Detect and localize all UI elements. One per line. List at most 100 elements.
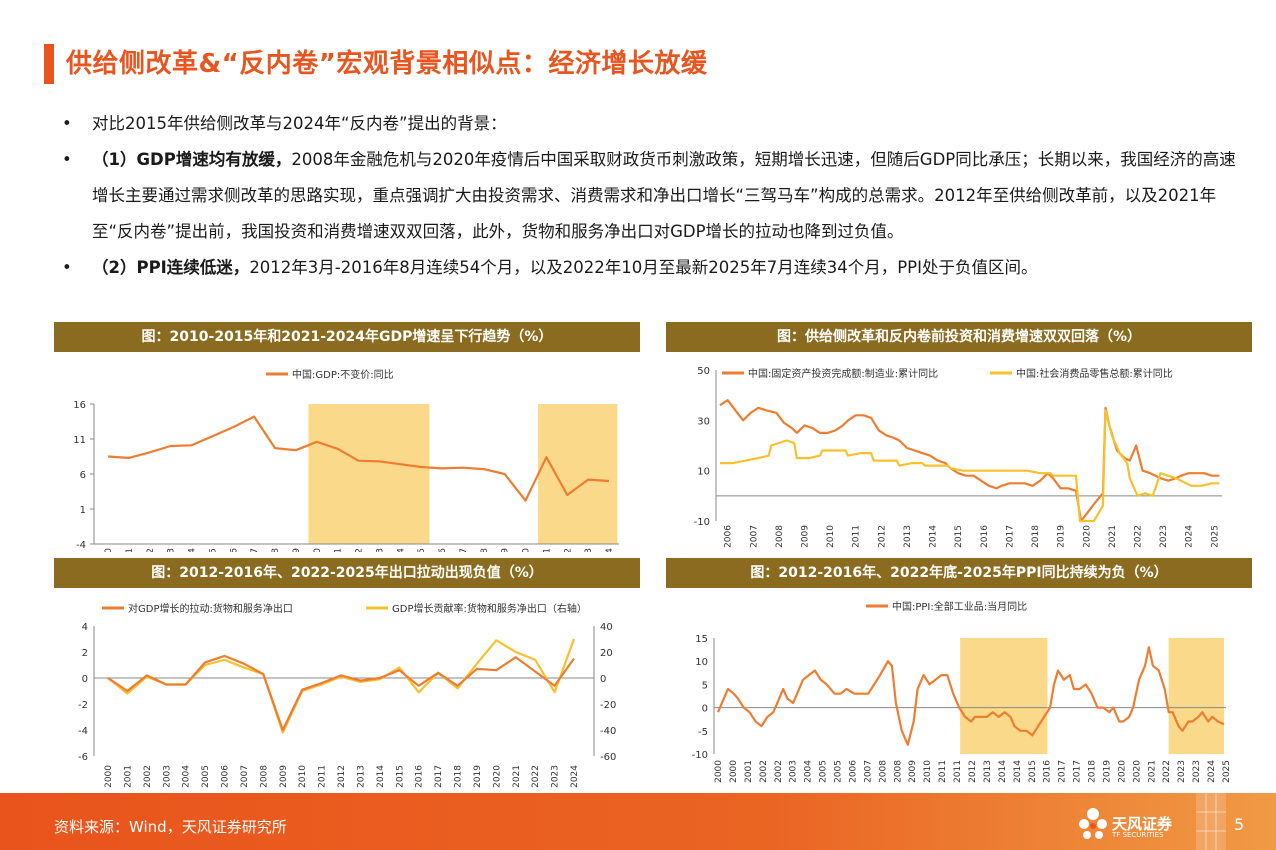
ppi-xtick: 2008 (893, 760, 903, 783)
gdp-xtick: 2000 (104, 548, 114, 552)
ppi-xtick: 2007 (863, 760, 873, 783)
invest-xtick: 2020 (1082, 525, 1092, 548)
gdp-xtick: 2007 (250, 548, 260, 552)
netexport-xtick: 2024 (570, 765, 580, 788)
bullet-3: • （2）PPI连续低迷，2012年3月-2016年8月连续54个月，以及202… (62, 250, 1242, 286)
gdp-xtick: 2023 (584, 548, 594, 552)
bullet-list: • 对比2015年供给侧改革与2024年“反内卷”提出的背景： • （1）GDP… (62, 106, 1242, 286)
gdp-xtick: 2014 (396, 548, 406, 552)
chart-gdp-title: 图：2010-2015年和2021-2024年GDP增速呈下行趋势（%） (54, 322, 640, 352)
netexport-xtick: 2023 (551, 765, 561, 788)
netexport-xtick: 2000 (104, 765, 114, 788)
chart-ppi-title: 图：2012-2016年、2022年底-2025年PPI同比持续为负（%） (666, 558, 1252, 588)
gdp-xtick: 2013 (375, 548, 385, 552)
bullet-dot: • (62, 114, 72, 133)
netexport-ytick-right: 0 (600, 674, 606, 685)
ppi-xtick: 2020 (1132, 760, 1142, 783)
invest-ytick: 30 (697, 416, 710, 427)
ppi-shade-0 (960, 638, 1048, 754)
ppi-xtick: 2012 (968, 760, 978, 783)
netexport-xtick: 2009 (279, 765, 289, 788)
invest-xtick: 2012 (877, 525, 887, 548)
gdp-xtick: 2003 (167, 548, 177, 552)
netexport-legend-0: 对GDP增长的拉动:货物和服务净出口 (128, 602, 293, 615)
ppi-xtick: 2001 (744, 760, 754, 783)
ppi-xtick: 2005 (819, 760, 829, 783)
gdp-xtick: 2010 (313, 548, 323, 552)
gdp-xtick: 2002 (146, 548, 156, 552)
invest-xtick: 2014 (929, 525, 939, 548)
invest-xtick: 2023 (1159, 525, 1169, 548)
netexport-xtick: 2008 (259, 765, 269, 788)
invest-xtick: 2017 (1005, 525, 1015, 548)
netexport-xtick: 2003 (162, 765, 172, 788)
netexport-xtick: 2007 (240, 765, 250, 788)
invest-xtick: 2022 (1133, 525, 1143, 548)
netexport-xtick: 2014 (376, 765, 386, 788)
gdp-xtick: 2022 (563, 548, 573, 552)
netexport-ytick-right: -40 (600, 726, 616, 737)
gdp-ytick: 6 (80, 470, 86, 481)
netexport-xtick: 2022 (531, 765, 541, 788)
footer-bar (0, 793, 1276, 850)
ppi-xtick: 2023 (1177, 760, 1187, 783)
netexport-xtick: 2020 (492, 765, 502, 788)
netexport-ytick-right: 40 (600, 622, 613, 633)
gdp-xtick: 2006 (229, 548, 239, 552)
ppi-xtick: 2006 (848, 760, 858, 783)
page-number: 5 (1234, 815, 1245, 834)
gdp-xtick: 2021 (542, 548, 552, 552)
netexport-xtick: 2018 (454, 765, 464, 788)
ppi-xtick: 2020 (1117, 760, 1127, 783)
netexport-ytick-left: -4 (78, 726, 88, 737)
ppi-xtick: 2019 (1102, 760, 1112, 783)
ppi-xtick: 2013 (983, 760, 993, 783)
invest-xtick: 2021 (1108, 525, 1118, 548)
gdp-ytick: -4 (76, 540, 86, 551)
gdp-xtick: 2020 (522, 548, 532, 552)
ppi-xtick: 2022 (1162, 760, 1172, 783)
gdp-ytick: 16 (73, 400, 86, 411)
invest-xtick: 2025 (1210, 525, 1220, 548)
ppi-xtick: 2011 (938, 760, 948, 783)
ppi-xtick: 2008 (878, 760, 888, 783)
invest-series-1 (720, 409, 1220, 523)
chart-gdp: 16 11 6 1 -4 2000 2001 2002 2003 2004 2005 2006 2007… (73, 368, 619, 552)
invest-series-0 (719, 399, 1220, 523)
gdp-series-line (107, 415, 610, 502)
ppi-xtick: 2024 (1207, 760, 1217, 783)
invest-xtick: 2009 (801, 525, 811, 548)
bullet-1-text: 对比2015年供给侧改革与2024年“反内卷”提出的背景： (92, 114, 507, 133)
footer-source: 资料来源：Wind，天风证券研究所 (54, 818, 287, 836)
invest-xtick: 2018 (1031, 525, 1041, 548)
invest-xtick: 2019 (1057, 525, 1067, 548)
gdp-xtick: 2012 (355, 548, 365, 552)
netexport-ytick-left: 4 (82, 622, 88, 633)
bullet-1: • 对比2015年供给侧改革与2024年“反内卷”提出的背景： (62, 106, 1242, 142)
ppi-xtick: 2021 (1147, 760, 1157, 783)
ppi-ytick: -10 (692, 750, 708, 761)
netexport-xtick: 2004 (182, 765, 192, 788)
invest-xtick: 2016 (980, 525, 990, 548)
netexport-xtick: 2005 (201, 765, 211, 788)
netexport-xtick: 2011 (318, 765, 328, 788)
ppi-xtick: 2011 (953, 760, 963, 783)
ppi-ytick: 0 (702, 704, 708, 715)
bullet-3-text: 2012年3月-2016年8月连续54个月，以及2022年10月至最新2025年… (249, 258, 1038, 277)
ppi-xtick: 2023 (1192, 760, 1202, 783)
ppi-xtick: 2017 (1073, 760, 1083, 783)
logo-en-text: TF SECURITIES (1112, 831, 1164, 839)
netexport-xtick: 2017 (434, 765, 444, 788)
invest-xtick: 2010 (826, 525, 836, 548)
netexport-xtick: 2006 (221, 765, 231, 788)
gdp-xtick: 2011 (334, 548, 344, 552)
invest-xtick: 2007 (749, 525, 759, 548)
netexport-ytick-right: -60 (600, 752, 616, 763)
ppi-xtick: 2004 (804, 760, 814, 783)
ppi-xtick: 2005 (834, 760, 844, 783)
tf-logo-icon (1079, 808, 1107, 839)
netexport-xtick: 2019 (473, 765, 483, 788)
gdp-shade-1 (538, 404, 618, 544)
netexport-ytick-right: -20 (600, 700, 616, 711)
